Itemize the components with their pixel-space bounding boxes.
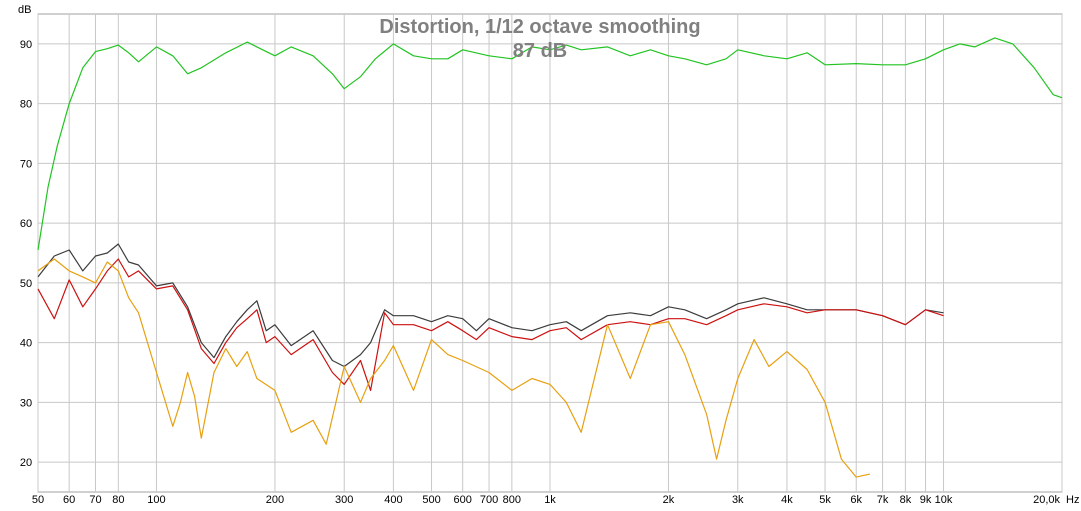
chart-subtitle: 87 dB (513, 40, 567, 62)
x-tick-label: 2k (663, 494, 675, 506)
grid-lines (37, 14, 1063, 492)
series-line-2 (37, 258, 944, 391)
x-tick-label: 20,0k (1033, 494, 1060, 506)
x-tick-label: 4k (781, 494, 793, 506)
series-lines (37, 37, 1063, 478)
series-line-1 (37, 243, 944, 368)
chart-title: Distortion, 1/12 octave smoothing (379, 16, 700, 38)
y-tick-label: 70 (20, 158, 32, 170)
x-tick-label: 500 (422, 494, 440, 506)
y-tick-label: 60 (20, 218, 32, 230)
x-tick-label: 400 (384, 494, 402, 506)
series-line-3 (37, 258, 871, 478)
x-tick-label: 700 (480, 494, 498, 506)
x-unit-label: Hz (1066, 494, 1079, 506)
x-tick-label: 300 (335, 494, 353, 506)
x-tick-label: 100 (147, 494, 165, 506)
y-tick-label: 80 (20, 99, 32, 111)
x-tick-label: 70 (89, 494, 101, 506)
x-tick-label: 200 (266, 494, 284, 506)
x-tick-label: 60 (63, 494, 75, 506)
y-tick-label: 40 (20, 338, 32, 350)
series-line-0 (37, 37, 1063, 251)
x-tick-label: 80 (112, 494, 124, 506)
x-tick-label: 8k (900, 494, 912, 506)
y-unit-label: dB (18, 4, 31, 16)
x-tick-label: 7k (877, 494, 889, 506)
y-tick-label: 20 (20, 457, 32, 469)
x-tick-label: 9k (920, 494, 932, 506)
y-tick-label: 90 (20, 39, 32, 51)
x-tick-label: 6k (850, 494, 862, 506)
x-tick-label: 3k (732, 494, 744, 506)
x-tick-label: 10k (935, 494, 953, 506)
x-tick-label: 800 (503, 494, 521, 506)
x-tick-label: 50 (32, 494, 44, 506)
axis-labels: 20 30 40 50 60 70 80 90 50 60 70 80 100 200 300 400 500 6… (20, 39, 1061, 506)
x-tick-label: 600 (454, 494, 472, 506)
x-tick-label: 1k (544, 494, 556, 506)
x-tick-label: 5k (819, 494, 831, 506)
y-tick-label: 30 (20, 397, 32, 409)
y-tick-label: 50 (20, 278, 32, 290)
